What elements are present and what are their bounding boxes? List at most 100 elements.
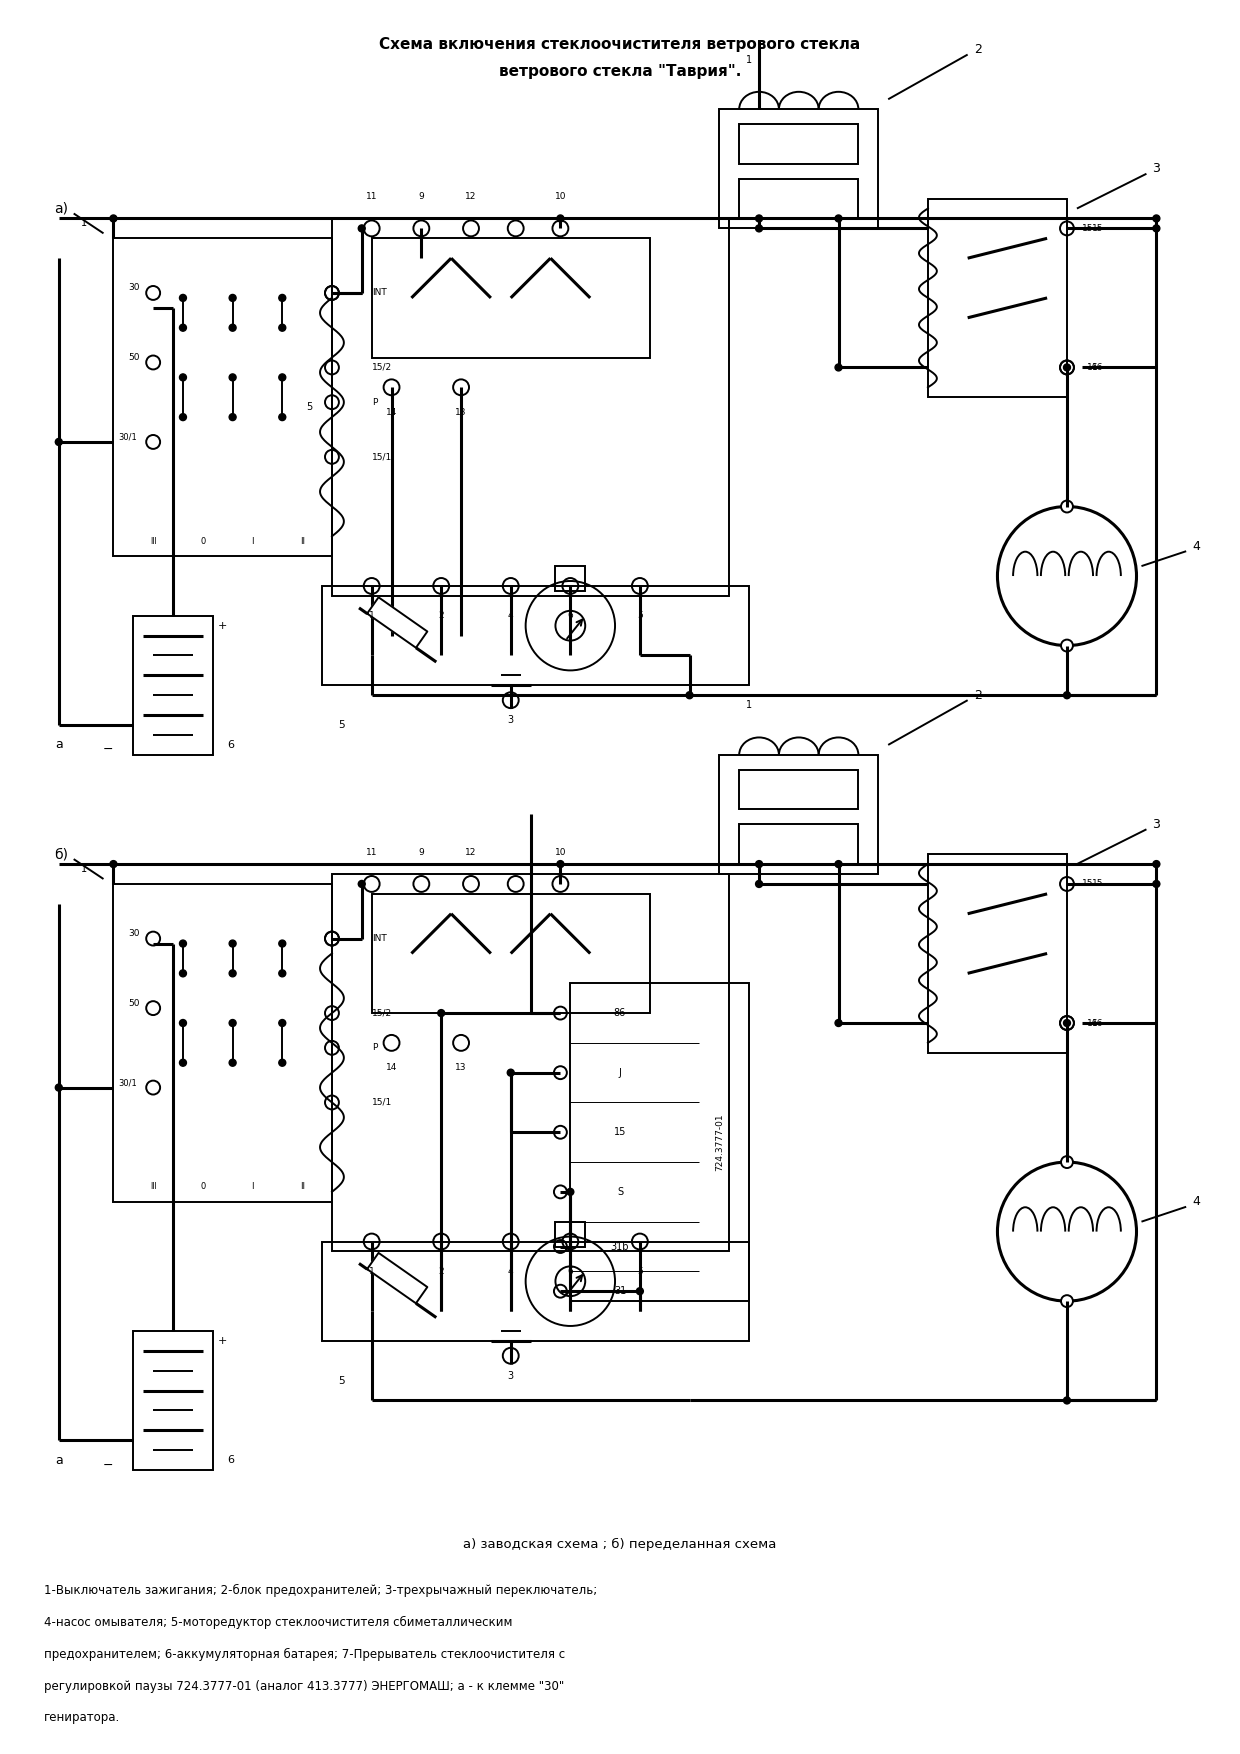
Text: 1-Выключатель зажигания; 2-блок предохранителей; 3-трехрычажный переключатель;: 1-Выключатель зажигания; 2-блок предохра… bbox=[43, 1584, 598, 1598]
Circle shape bbox=[279, 295, 285, 302]
Circle shape bbox=[835, 1019, 842, 1026]
Text: 10: 10 bbox=[554, 193, 567, 202]
Text: 15/2: 15/2 bbox=[372, 363, 392, 372]
Text: 12: 12 bbox=[465, 847, 476, 856]
Text: −: − bbox=[103, 1459, 113, 1472]
Bar bbox=[928, 198, 1066, 396]
Text: 13: 13 bbox=[455, 1063, 466, 1072]
Text: P: P bbox=[372, 1044, 377, 1052]
Text: предохранителем; 6-аккумуляторная батарея; 7-Прерыватель стеклоочистителя с: предохранителем; 6-аккумуляторная батаре… bbox=[43, 1647, 565, 1661]
Circle shape bbox=[1061, 1294, 1073, 1307]
Circle shape bbox=[110, 216, 117, 223]
Text: 4-насос омывателя; 5-моторедуктор стеклоочистителя сбиметаллическим: 4-насос омывателя; 5-моторедуктор стекло… bbox=[43, 1615, 512, 1629]
Text: 15: 15 bbox=[1091, 879, 1104, 889]
Text: 1: 1 bbox=[368, 610, 374, 621]
Text: 2: 2 bbox=[973, 44, 982, 56]
Circle shape bbox=[279, 970, 285, 977]
Text: S: S bbox=[618, 1187, 622, 1196]
Circle shape bbox=[1064, 365, 1070, 370]
Text: 1: 1 bbox=[746, 54, 753, 65]
Text: 16: 16 bbox=[1091, 363, 1104, 372]
Text: 3: 3 bbox=[1152, 817, 1161, 831]
Text: 15/1: 15/1 bbox=[372, 453, 392, 461]
Circle shape bbox=[755, 881, 763, 888]
Text: 2: 2 bbox=[439, 610, 444, 621]
Text: 10: 10 bbox=[554, 847, 567, 856]
Text: 14: 14 bbox=[386, 1063, 397, 1072]
Text: ветрового стекла "Таврия".: ветрового стекла "Таврия". bbox=[498, 63, 742, 79]
Circle shape bbox=[279, 940, 285, 947]
Circle shape bbox=[438, 1010, 445, 1017]
Circle shape bbox=[1064, 1019, 1070, 1026]
Text: регулировкой паузы 724.3777-01 (аналог 413.3777) ЭНЕРГОМАШ; а - к клемме "30": регулировкой паузы 724.3777-01 (аналог 4… bbox=[43, 1680, 564, 1693]
Circle shape bbox=[229, 970, 236, 977]
Text: 5: 5 bbox=[339, 1375, 345, 1386]
Bar bbox=[739, 770, 858, 809]
Text: I: I bbox=[252, 1182, 254, 1191]
Bar bbox=[556, 1223, 585, 1247]
Text: 30: 30 bbox=[128, 284, 140, 293]
Text: 15/2: 15/2 bbox=[372, 1009, 392, 1017]
Circle shape bbox=[636, 1287, 644, 1294]
Text: 3: 3 bbox=[507, 716, 513, 724]
Text: 5: 5 bbox=[306, 402, 312, 412]
Circle shape bbox=[755, 225, 763, 232]
Text: −: − bbox=[103, 744, 113, 756]
Text: гениратора.: гениратора. bbox=[43, 1712, 120, 1724]
Polygon shape bbox=[367, 598, 428, 647]
Text: 5: 5 bbox=[637, 1266, 642, 1275]
Circle shape bbox=[1061, 1156, 1073, 1168]
Text: 13: 13 bbox=[455, 407, 466, 417]
Text: 724.3777-01: 724.3777-01 bbox=[714, 1114, 724, 1172]
Circle shape bbox=[557, 216, 564, 223]
Circle shape bbox=[229, 414, 236, 421]
Circle shape bbox=[1061, 640, 1073, 651]
Text: a: a bbox=[55, 738, 63, 751]
Circle shape bbox=[1153, 861, 1159, 868]
Circle shape bbox=[835, 365, 842, 370]
Bar bbox=[133, 616, 213, 754]
Circle shape bbox=[56, 438, 62, 446]
Text: 4: 4 bbox=[1192, 540, 1200, 553]
Text: 30: 30 bbox=[128, 930, 140, 938]
Text: I: I bbox=[252, 537, 254, 545]
Text: 16: 16 bbox=[1086, 1019, 1099, 1028]
Bar bbox=[133, 1331, 213, 1470]
Circle shape bbox=[686, 691, 693, 698]
Text: 3: 3 bbox=[507, 1370, 513, 1380]
Circle shape bbox=[835, 861, 842, 868]
Bar bbox=[739, 179, 858, 219]
Circle shape bbox=[1153, 225, 1159, 232]
Text: 15: 15 bbox=[1091, 225, 1104, 233]
Bar bbox=[322, 586, 749, 686]
Text: 31b: 31b bbox=[611, 1242, 629, 1252]
Text: 16: 16 bbox=[1091, 1019, 1104, 1028]
Text: 9: 9 bbox=[418, 847, 424, 856]
Circle shape bbox=[229, 374, 236, 381]
Circle shape bbox=[279, 374, 285, 381]
Text: 30/1: 30/1 bbox=[118, 433, 138, 442]
Circle shape bbox=[1061, 500, 1073, 512]
Bar bbox=[570, 984, 749, 1301]
Text: 1: 1 bbox=[81, 219, 87, 228]
Circle shape bbox=[1153, 216, 1159, 223]
Circle shape bbox=[110, 861, 117, 868]
Bar bbox=[372, 895, 650, 1014]
Text: 6: 6 bbox=[228, 1456, 234, 1465]
Bar bbox=[372, 239, 650, 358]
Circle shape bbox=[180, 414, 186, 421]
Text: 0: 0 bbox=[200, 537, 206, 545]
Text: 15/1: 15/1 bbox=[372, 1098, 392, 1107]
Text: 4: 4 bbox=[508, 610, 513, 621]
Bar bbox=[322, 1242, 749, 1340]
Text: +: + bbox=[218, 1337, 227, 1345]
Text: 86: 86 bbox=[614, 1009, 626, 1017]
Text: P: P bbox=[372, 398, 377, 407]
Text: 16: 16 bbox=[1086, 363, 1099, 372]
Circle shape bbox=[180, 324, 186, 332]
Circle shape bbox=[358, 225, 366, 232]
Text: б): б) bbox=[53, 847, 68, 861]
Circle shape bbox=[180, 374, 186, 381]
Bar bbox=[113, 239, 332, 556]
Text: 15: 15 bbox=[1081, 879, 1094, 889]
